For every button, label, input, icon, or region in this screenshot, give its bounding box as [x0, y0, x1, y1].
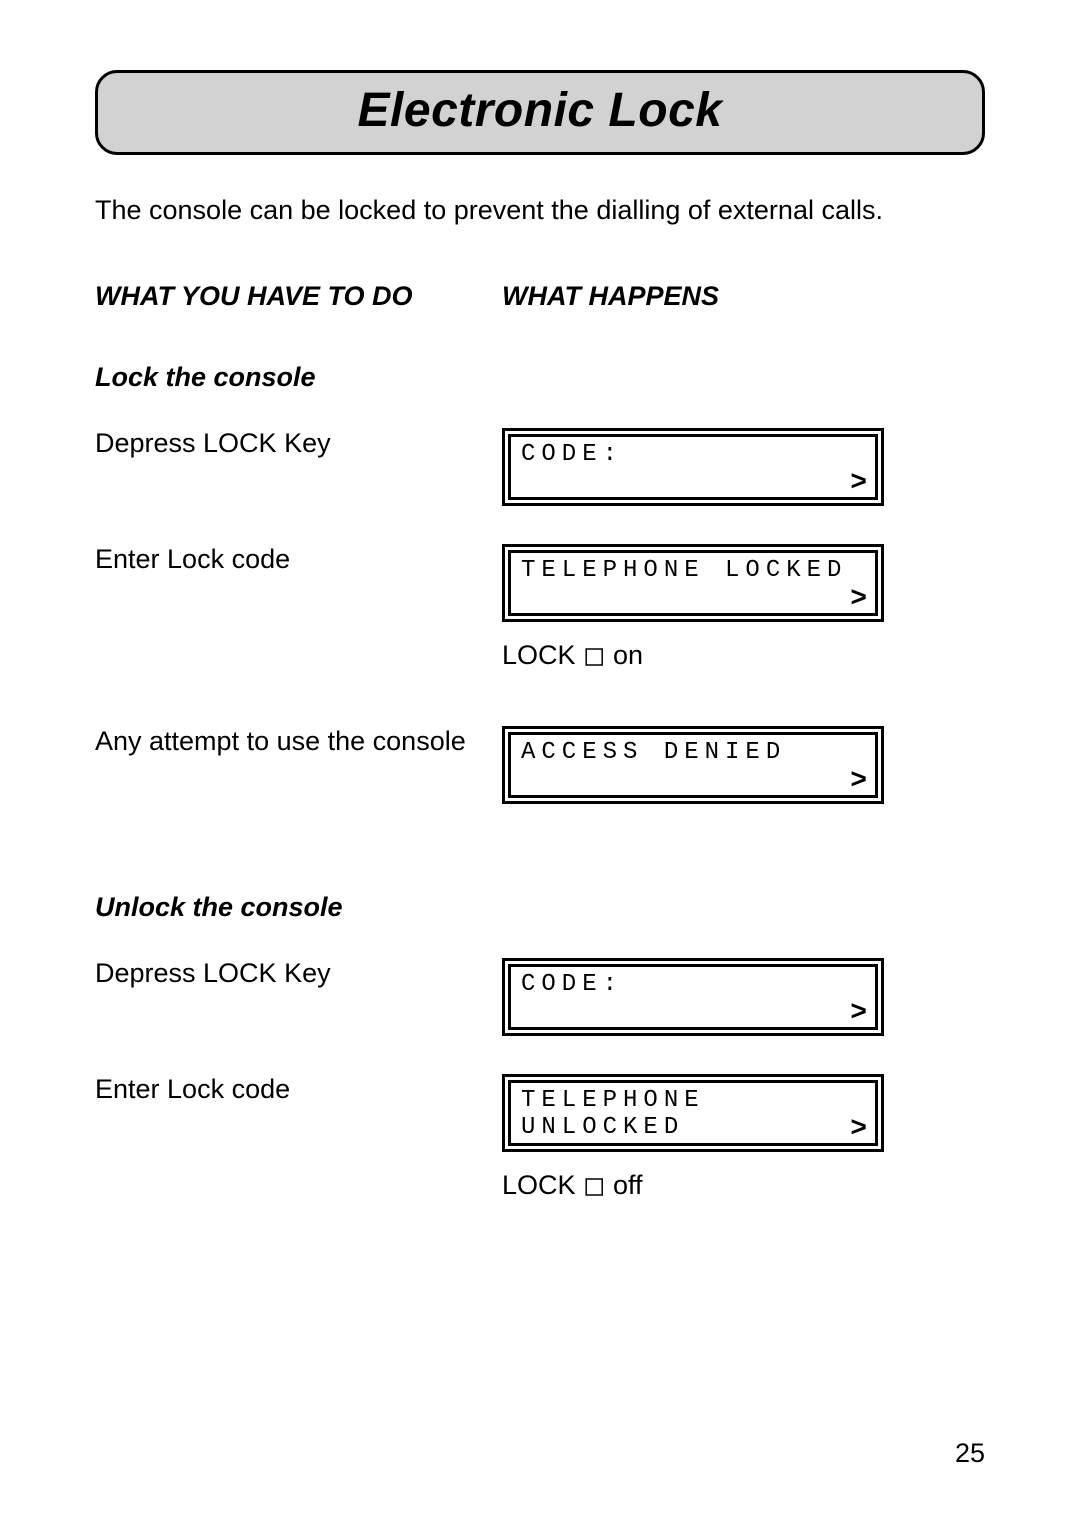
lcd-display: ACCESS DENIED > — [502, 726, 884, 804]
two-column-layout: WHAT YOU HAVE TO DO WHAT HAPPENS Lock th… — [95, 281, 985, 1256]
page-title: Electronic Lock — [98, 83, 982, 138]
section-heading-unlock: Unlock the console — [95, 892, 490, 923]
caret-icon: > — [850, 468, 867, 499]
column-header-left: WHAT YOU HAVE TO DO — [95, 281, 490, 312]
title-banner: Electronic Lock — [95, 70, 985, 155]
unlock-step1-action: Depress LOCK Key — [95, 958, 490, 1054]
caret-icon: > — [850, 766, 867, 797]
lcd-text: TELEPHONE UNLOCKED — [521, 1087, 705, 1141]
caret-icon: > — [850, 998, 867, 1029]
lcd-display: CODE: > — [502, 428, 884, 506]
lock-step1-action: Depress LOCK Key — [95, 428, 490, 524]
lcd-display: TELEPHONE UNLOCKED > — [502, 1074, 884, 1152]
lcd-text: TELEPHONE LOCKED — [521, 557, 847, 584]
lcd-inner: CODE: > — [508, 964, 878, 1030]
lcd-text: ACCESS DENIED — [521, 739, 786, 766]
lcd-inner: CODE: > — [508, 434, 878, 500]
lcd-text: CODE: — [521, 971, 623, 998]
caret-icon: > — [850, 584, 867, 615]
lock-step2-action: Enter Lock code — [95, 544, 490, 726]
lcd-display: TELEPHONE LOCKED > — [502, 544, 884, 622]
column-header-right: WHAT HAPPENS — [502, 281, 985, 312]
caret-icon: > — [850, 1114, 867, 1145]
lcd-inner: ACCESS DENIED > — [508, 732, 878, 798]
page: Electronic Lock The console can be locke… — [0, 0, 1080, 1529]
intro-text: The console can be locked to prevent the… — [95, 195, 985, 226]
lock-step2-note: LOCK ◻ on — [502, 640, 985, 671]
section-heading-lock: Lock the console — [95, 362, 490, 393]
lcd-display: CODE: > — [502, 958, 884, 1036]
unlock-step2-action: Enter Lock code — [95, 1074, 490, 1256]
lcd-inner: TELEPHONE LOCKED > — [508, 550, 878, 616]
lcd-inner: TELEPHONE UNLOCKED > — [508, 1080, 878, 1146]
lock-step3-action: Any attempt to use the console — [95, 726, 490, 822]
page-number: 25 — [955, 1438, 985, 1469]
unlock-step2-note: LOCK ◻ off — [502, 1170, 985, 1201]
lcd-text: CODE: — [521, 441, 623, 468]
